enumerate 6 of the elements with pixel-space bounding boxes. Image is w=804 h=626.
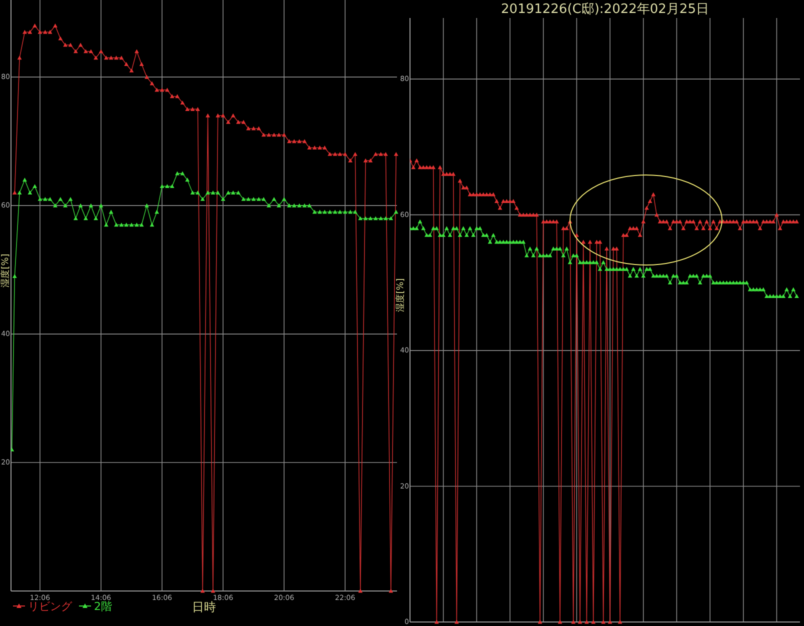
chart-title: 20191226(C邸):2022年02月25日 bbox=[501, 2, 709, 17]
y-axis-title: 湿度[%] bbox=[395, 278, 406, 312]
legend-label: 2階 bbox=[94, 600, 112, 613]
x-axis-title: 日時 bbox=[192, 600, 216, 614]
y-axis-title: 湿度[%] bbox=[0, 254, 11, 288]
legend-label: リビング bbox=[28, 600, 73, 613]
